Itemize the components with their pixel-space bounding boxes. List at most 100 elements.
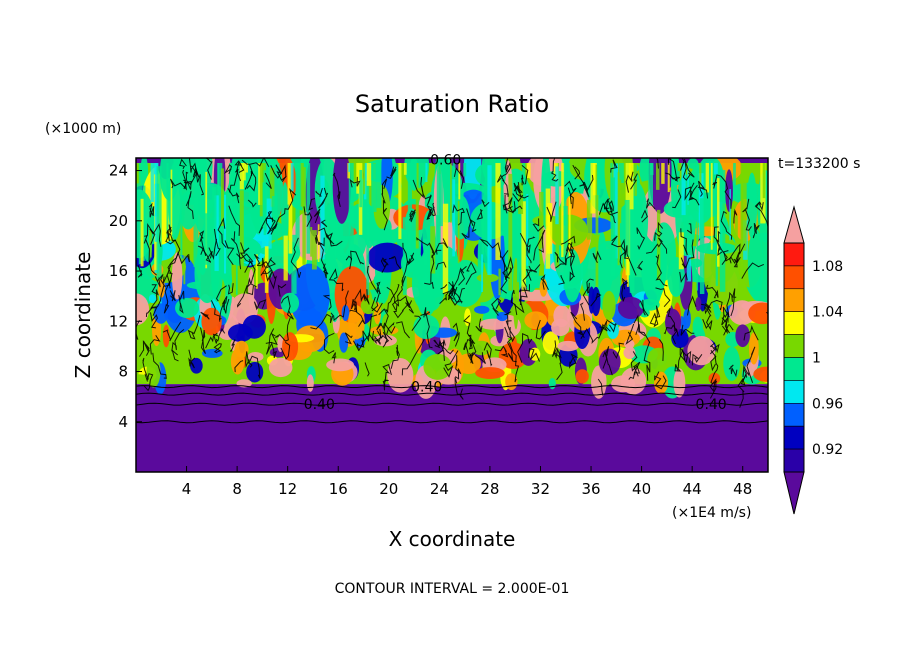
contour-line: [136, 402, 768, 406]
contour-line: [645, 198, 656, 210]
contour-line: [354, 288, 370, 304]
x-tick-label: 36: [581, 480, 600, 498]
contour-line: [679, 271, 688, 284]
field-streak: [402, 217, 407, 295]
contour-line: [199, 230, 207, 257]
colorbar-segment: [783, 242, 805, 267]
field-streak: [150, 163, 154, 203]
contour-line: [597, 378, 604, 396]
contour-line: [470, 341, 477, 359]
contour-line: [586, 278, 594, 294]
contour-line: [458, 266, 467, 286]
x-axis-label: X coordinate: [389, 527, 516, 551]
contour-line: [439, 290, 451, 304]
field-streak: [290, 163, 294, 192]
contour-line: [602, 350, 608, 369]
contour-line: [512, 181, 524, 203]
contour-line: [424, 281, 435, 289]
field-streak: [539, 191, 544, 249]
field-streak: [705, 163, 709, 193]
field-streak: [629, 176, 635, 293]
contour-line: [401, 338, 425, 376]
field-patch: [746, 172, 758, 239]
contour-line: [364, 362, 370, 377]
contour-line: [227, 283, 234, 295]
field-streak: [452, 179, 456, 257]
field-patch: [339, 332, 349, 353]
field-streak: [677, 163, 682, 172]
field-streak: [300, 163, 304, 207]
field-streak: [656, 209, 661, 281]
field-streak: [425, 163, 428, 183]
contour-line: [684, 182, 700, 206]
field-streak: [416, 163, 419, 189]
field-patch: [496, 311, 508, 322]
field-streak: [156, 166, 162, 280]
contour-line: [318, 227, 343, 247]
contour-line: [704, 299, 723, 317]
contour-line: [733, 208, 738, 224]
field-patch: [683, 308, 691, 329]
contour-line: [646, 237, 668, 254]
field-streak: [398, 163, 402, 239]
field-streak: [306, 163, 311, 254]
contour-line: [241, 158, 270, 168]
colorbar: 0.92 0.96 1 1.04 1.08: [783, 205, 843, 515]
field-patch: [387, 357, 414, 393]
contour-line: [391, 295, 409, 312]
field-streak: [224, 194, 227, 274]
contour-line: [526, 236, 536, 264]
field-streak: [481, 254, 484, 293]
contour-line: [686, 223, 692, 235]
field-streak: [655, 163, 660, 190]
field-streak: [302, 167, 306, 265]
contour-line: [654, 221, 664, 241]
field-streak: [311, 230, 317, 270]
field-patch: [598, 348, 621, 376]
field-patch: [332, 158, 351, 224]
contour-line: [149, 335, 161, 355]
field-patch: [326, 358, 355, 372]
contour-line: [376, 330, 390, 344]
field-patch: [747, 228, 764, 301]
field-streak: [561, 163, 565, 258]
chart-title: Saturation Ratio: [355, 90, 549, 118]
contour-line: [433, 339, 445, 362]
contour-line: [166, 226, 172, 242]
contour-line: [680, 239, 695, 269]
contour-line: [344, 332, 353, 345]
contour-line: [728, 364, 738, 378]
field-streak: [154, 216, 159, 270]
contour-line: [290, 237, 302, 278]
field-patch: [413, 314, 440, 340]
contour-line: [322, 294, 332, 311]
contour-line: [386, 321, 395, 341]
field-streak: [740, 163, 744, 280]
field-streak: [710, 163, 713, 250]
field-streak: [239, 190, 244, 287]
contour-line: [655, 158, 659, 169]
field-patch: [753, 366, 768, 382]
field-patch: [623, 346, 636, 359]
field-patch: [148, 294, 157, 304]
field-streak: [595, 164, 599, 288]
field-streak: [457, 200, 460, 264]
contour-line: [505, 320, 515, 343]
field-streak: [699, 163, 702, 188]
field-streak: [555, 166, 559, 225]
contour-line: [148, 202, 155, 218]
contour-line: [532, 218, 545, 232]
contour-line: [229, 339, 236, 353]
contour-line: [178, 290, 185, 314]
contour-line: [483, 342, 493, 367]
contour-line: [145, 285, 165, 318]
field-streak: [667, 163, 670, 193]
contour-line: [598, 200, 614, 215]
field-patch: [289, 263, 330, 328]
field-streak: [481, 182, 485, 255]
field-streak: [610, 177, 616, 276]
field-streak: [729, 189, 731, 241]
field-patch: [665, 308, 682, 336]
field-streak: [733, 163, 736, 187]
field-streak: [516, 171, 520, 283]
